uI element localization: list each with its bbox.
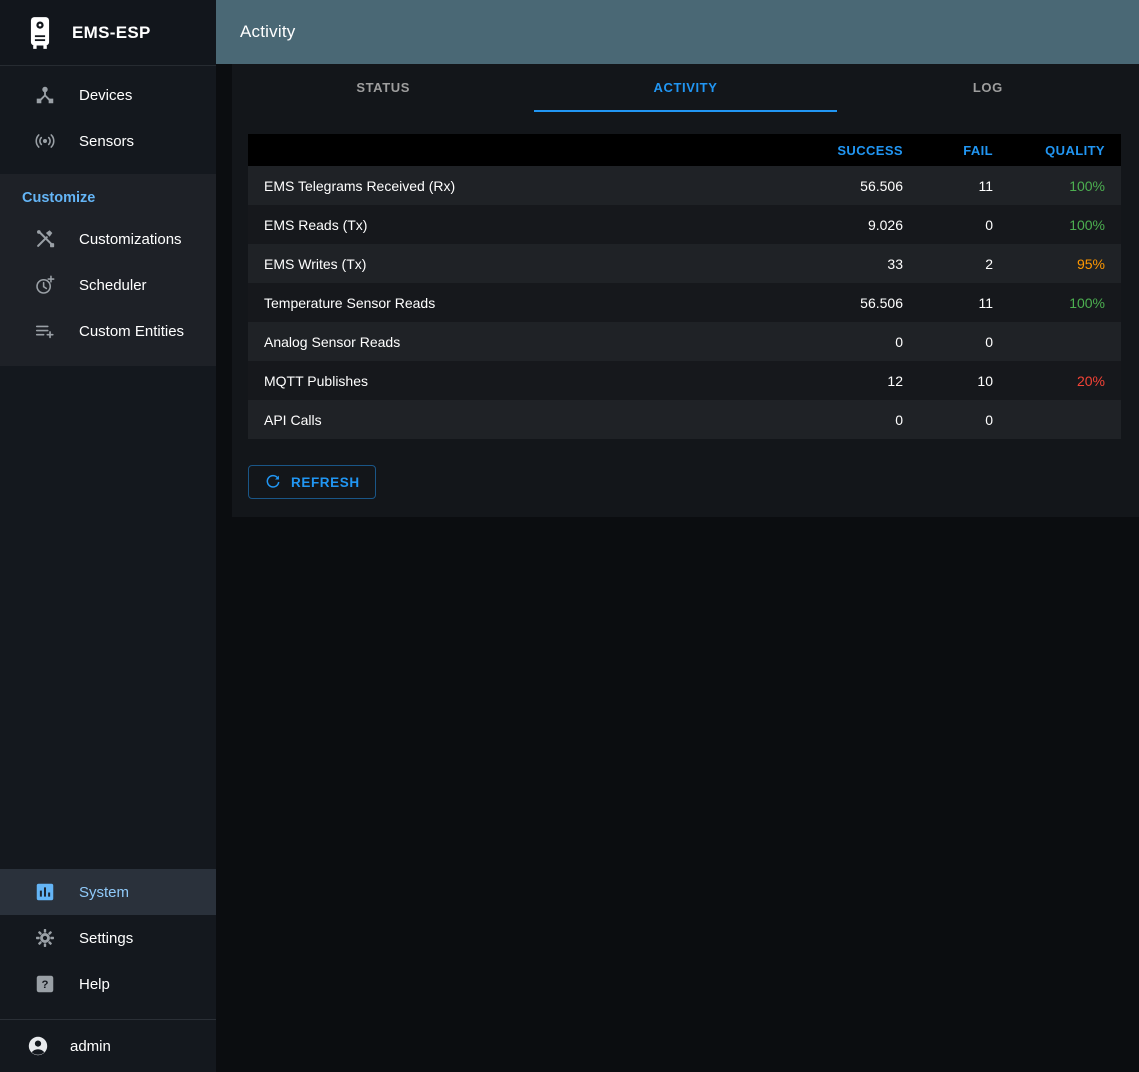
sidebar-item-customizations[interactable]: Customizations [0, 216, 216, 262]
metric-fail: 11 [978, 294, 993, 311]
sidebar-item-label: Help [79, 975, 110, 993]
header-fail: FAIL [963, 142, 993, 158]
metric-name: EMS Reads (Tx) [264, 216, 368, 233]
refresh-button[interactable]: REFRESH [248, 465, 376, 499]
activity-table: SUCCESS FAIL QUALITY EMS Telegrams Recei… [248, 134, 1121, 439]
help-icon: ? [34, 973, 56, 995]
sidebar-item-system[interactable]: System [0, 869, 216, 915]
metric-fail: 10 [977, 372, 993, 389]
sidebar-item-label: System [79, 883, 130, 901]
sidebar-item-label: Settings [79, 929, 134, 947]
refresh-icon [264, 473, 282, 491]
sidebar-item-help[interactable]: ? Help [0, 961, 216, 1007]
sidebar-item-label: Devices [79, 86, 133, 104]
sidebar-item-label: Customizations [79, 230, 182, 248]
metric-fail: 0 [985, 333, 993, 350]
svg-text:?: ? [42, 979, 49, 991]
table-header-row: SUCCESS FAIL QUALITY [248, 134, 1121, 166]
metric-success: 56.506 [860, 177, 903, 194]
account-circle-icon [26, 1034, 50, 1058]
gear-icon [34, 927, 56, 949]
sidebar-item-label: Scheduler [79, 276, 147, 294]
table-row: EMS Writes (Tx) 33 2 95% [248, 244, 1121, 283]
content-paper: STATUS ACTIVITY LOG SUCCESS FAIL QUALITY [232, 64, 1139, 517]
sidebar-item-custom-entities[interactable]: Custom Entities [0, 308, 216, 354]
metric-quality: 20% [1076, 372, 1105, 389]
sidebar-nav-bottom: System [0, 869, 216, 1019]
metric-quality [1009, 322, 1121, 361]
device-hub-icon [34, 84, 56, 106]
table-row: Analog Sensor Reads 0 0 [248, 322, 1121, 361]
main-area: Activity STATUS ACTIVITY LOG SUCCESS [216, 0, 1139, 1072]
metric-success: 9.026 [867, 216, 903, 233]
sidebar: EMS-ESP Devices Sensors [0, 0, 216, 1072]
app-logo-row: EMS-ESP [0, 0, 216, 66]
sidebar-item-sensors[interactable]: Sensors [0, 118, 216, 164]
sidebar-divider [0, 1019, 216, 1020]
table-row: EMS Telegrams Received (Rx) 56.506 11 10… [248, 166, 1121, 205]
metric-name: EMS Telegrams Received (Rx) [264, 177, 456, 194]
metric-name: API Calls [264, 411, 322, 428]
app-title: EMS-ESP [72, 22, 151, 42]
sidebar-spacer [0, 366, 216, 869]
activity-panel: SUCCESS FAIL QUALITY EMS Telegrams Recei… [232, 112, 1139, 499]
construction-icon [34, 228, 56, 250]
tab-log[interactable]: LOG [972, 79, 1003, 95]
metric-success: 0 [895, 411, 903, 428]
sidebar-item-settings[interactable]: Settings [0, 915, 216, 961]
tab-activity[interactable]: ACTIVITY [534, 64, 837, 112]
table-row: EMS Reads (Tx) 9.026 0 100% [248, 205, 1121, 244]
boiler-logo-icon [26, 16, 54, 50]
playlist-add-icon [34, 320, 56, 342]
metric-name: MQTT Publishes [264, 372, 368, 389]
table-row: API Calls 0 0 [248, 400, 1121, 439]
metric-fail: 2 [985, 255, 993, 272]
user-name: admin [70, 1037, 111, 1055]
table-row: Temperature Sensor Reads 56.506 11 100% [248, 283, 1121, 322]
metric-fail: 11 [978, 177, 993, 194]
sensors-icon [34, 130, 56, 152]
bar-chart-icon [34, 881, 56, 903]
sidebar-item-scheduler[interactable]: Scheduler [0, 262, 216, 308]
header-success: SUCCESS [837, 142, 903, 158]
metric-success: 33 [887, 255, 903, 272]
metric-name: EMS Writes (Tx) [264, 255, 367, 272]
metric-fail: 0 [985, 216, 993, 233]
metric-success: 0 [895, 333, 903, 350]
refresh-label: REFRESH [291, 474, 360, 490]
page-title: Activity [240, 22, 296, 41]
tab-status[interactable]: STATUS [356, 79, 410, 95]
metric-success: 56.506 [860, 294, 903, 311]
sidebar-item-label: Sensors [79, 132, 135, 150]
sidebar-item-label: Custom Entities [79, 322, 185, 340]
table-row: MQTT Publishes 12 10 20% [248, 361, 1121, 400]
schedule-plus-icon [34, 274, 56, 296]
sidebar-customize-section: Customize Customizations [0, 174, 216, 366]
sidebar-nav-top: Devices Sensors [0, 66, 216, 164]
tab-bar: STATUS ACTIVITY LOG [232, 64, 1139, 112]
metric-name: Temperature Sensor Reads [264, 294, 436, 311]
metric-quality: 95% [1076, 255, 1105, 272]
metric-quality: 100% [1069, 177, 1105, 194]
customize-section-header: Customize [22, 190, 96, 206]
header-name [248, 134, 799, 166]
sidebar-item-devices[interactable]: Devices [0, 72, 216, 118]
metric-fail: 0 [985, 411, 993, 428]
appbar: Activity [216, 0, 1139, 64]
header-quality: QUALITY [1045, 142, 1105, 158]
sidebar-user-row[interactable]: admin [0, 1020, 216, 1072]
metric-quality [1009, 400, 1121, 439]
metric-quality: 100% [1069, 216, 1105, 233]
metric-quality: 100% [1069, 294, 1105, 311]
metric-success: 12 [887, 372, 903, 389]
metric-name: Analog Sensor Reads [264, 333, 401, 350]
